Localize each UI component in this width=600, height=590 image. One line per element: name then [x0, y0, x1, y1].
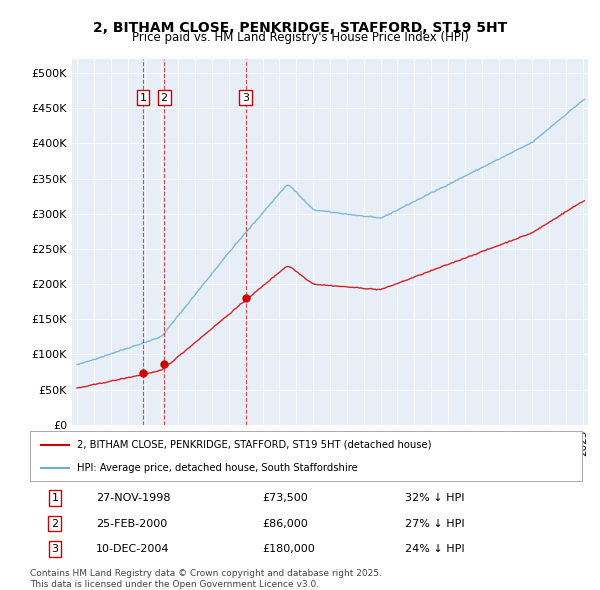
Text: 1: 1 [52, 493, 58, 503]
Text: 2, BITHAM CLOSE, PENKRIDGE, STAFFORD, ST19 5HT (detached house): 2, BITHAM CLOSE, PENKRIDGE, STAFFORD, ST… [77, 440, 431, 450]
Text: 10-DEC-2004: 10-DEC-2004 [96, 544, 170, 554]
Text: Price paid vs. HM Land Registry's House Price Index (HPI): Price paid vs. HM Land Registry's House … [131, 31, 469, 44]
Text: 24% ↓ HPI: 24% ↓ HPI [406, 544, 465, 554]
Text: 3: 3 [242, 93, 249, 103]
Text: 25-FEB-2000: 25-FEB-2000 [96, 519, 167, 529]
Text: HPI: Average price, detached house, South Staffordshire: HPI: Average price, detached house, Sout… [77, 463, 358, 473]
Text: 2: 2 [51, 519, 58, 529]
Text: £73,500: £73,500 [262, 493, 308, 503]
Text: 2, BITHAM CLOSE, PENKRIDGE, STAFFORD, ST19 5HT: 2, BITHAM CLOSE, PENKRIDGE, STAFFORD, ST… [93, 21, 507, 35]
Text: £180,000: £180,000 [262, 544, 314, 554]
Text: 27-NOV-1998: 27-NOV-1998 [96, 493, 171, 503]
Text: 27% ↓ HPI: 27% ↓ HPI [406, 519, 465, 529]
Text: 2: 2 [161, 93, 168, 103]
Text: £86,000: £86,000 [262, 519, 308, 529]
Text: 32% ↓ HPI: 32% ↓ HPI [406, 493, 465, 503]
Text: 1: 1 [140, 93, 146, 103]
Text: 3: 3 [52, 544, 58, 554]
Text: Contains HM Land Registry data © Crown copyright and database right 2025.
This d: Contains HM Land Registry data © Crown c… [30, 569, 382, 589]
